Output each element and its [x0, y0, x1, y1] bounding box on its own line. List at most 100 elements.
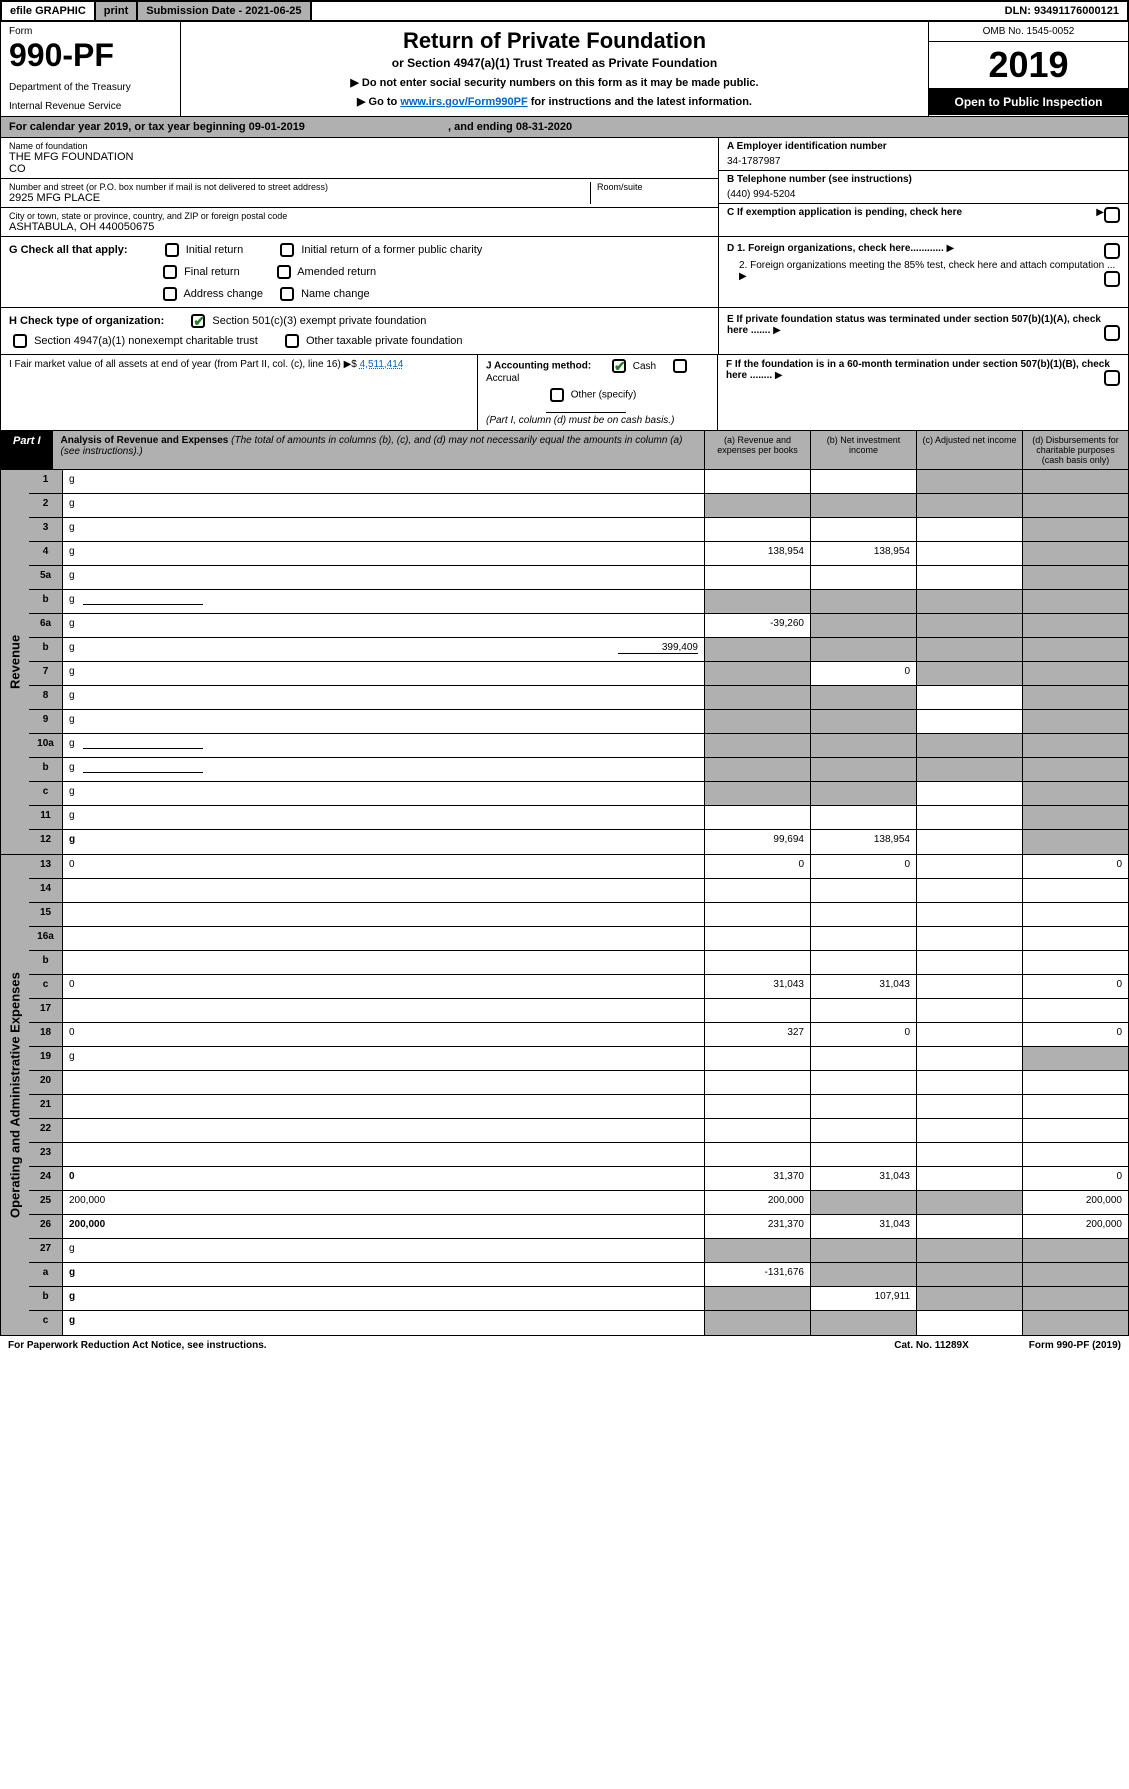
- initial-return-cb[interactable]: [165, 243, 179, 257]
- submission-date: Submission Date - 2021-06-25: [138, 2, 311, 20]
- row-desc: [63, 999, 704, 1022]
- cell-c: [916, 806, 1022, 829]
- cell-a: [704, 518, 810, 541]
- row-number: b: [29, 951, 63, 974]
- col-a-header: (a) Revenue and expenses per books: [704, 431, 810, 469]
- cell-c: [916, 1215, 1022, 1238]
- accrual-cb[interactable]: [673, 359, 687, 373]
- row-desc: g: [63, 710, 704, 733]
- row-number: 11: [29, 806, 63, 829]
- cell-c: [916, 903, 1022, 926]
- row-desc: g: [63, 1047, 704, 1070]
- 501c3-cb[interactable]: [191, 314, 205, 328]
- cell-b: [810, 614, 916, 637]
- room-label: Room/suite: [597, 182, 710, 192]
- row-desc: g: [63, 734, 704, 757]
- f-label: F If the foundation is in a 60-month ter…: [726, 359, 1110, 381]
- cell-a: [704, 710, 810, 733]
- cell-a: [704, 494, 810, 517]
- row-number: 20: [29, 1071, 63, 1094]
- cell-b: 0: [810, 855, 916, 878]
- j-note: (Part I, column (d) must be on cash basi…: [486, 415, 709, 426]
- row-number: 6a: [29, 614, 63, 637]
- name-change-cb[interactable]: [280, 287, 294, 301]
- row-desc: g: [63, 758, 704, 781]
- amended-return-cb[interactable]: [277, 265, 291, 279]
- address-change-cb[interactable]: [163, 287, 177, 301]
- cell-d: [1022, 1095, 1128, 1118]
- col-d-header: (d) Disbursements for charitable purpose…: [1022, 431, 1128, 469]
- cell-b: [810, 590, 916, 613]
- cash-cb[interactable]: [612, 359, 626, 373]
- cell-b: 0: [810, 1023, 916, 1046]
- revenue-vlabel: Revenue: [1, 470, 29, 854]
- row-desc: g399,409: [63, 638, 704, 661]
- cell-d: [1022, 494, 1128, 517]
- cell-c: [916, 927, 1022, 950]
- row-desc: g: [63, 830, 704, 854]
- expenses-grid: Operating and Administrative Expenses 13…: [0, 855, 1129, 1336]
- cell-b: [810, 470, 916, 493]
- table-row: ag-131,676: [29, 1263, 1128, 1287]
- cell-a: -131,676: [704, 1263, 810, 1286]
- irs-link[interactable]: www.irs.gov/Form990PF: [400, 96, 527, 108]
- c-checkbox[interactable]: [1104, 207, 1120, 223]
- other-taxable-cb[interactable]: [285, 334, 299, 348]
- cell-a: [704, 1071, 810, 1094]
- cell-d: [1022, 1047, 1128, 1070]
- final-return-cb[interactable]: [163, 265, 177, 279]
- print-button[interactable]: print: [96, 2, 138, 20]
- row-desc: g: [63, 686, 704, 709]
- page-footer: For Paperwork Reduction Act Notice, see …: [0, 1336, 1129, 1355]
- dept-treasury: Department of the Treasury: [9, 82, 172, 93]
- cell-c: [916, 686, 1022, 709]
- cell-d: [1022, 903, 1128, 926]
- f-checkbox[interactable]: [1104, 370, 1120, 386]
- cell-c: [916, 1047, 1022, 1070]
- cell-d: [1022, 1071, 1128, 1094]
- row-number: 16a: [29, 927, 63, 950]
- d2-checkbox[interactable]: [1104, 271, 1120, 287]
- row-number: 24: [29, 1167, 63, 1190]
- instruction-1: ▶ Do not enter social security numbers o…: [187, 76, 922, 89]
- d1-checkbox[interactable]: [1104, 243, 1120, 259]
- table-row: 8g: [29, 686, 1128, 710]
- cell-a: [704, 879, 810, 902]
- table-row: bg399,409: [29, 638, 1128, 662]
- table-row: 3g: [29, 518, 1128, 542]
- cell-b: [810, 927, 916, 950]
- other-specify-cb[interactable]: [550, 388, 564, 402]
- cell-d: [1022, 1311, 1128, 1335]
- e-label: E If private foundation status was termi…: [727, 314, 1101, 336]
- col-c-header: (c) Adjusted net income: [916, 431, 1022, 469]
- cell-b: [810, 686, 916, 709]
- j-label: J Accounting method:: [486, 361, 591, 372]
- e-checkbox[interactable]: [1104, 325, 1120, 341]
- cell-d: [1022, 518, 1128, 541]
- cell-c: [916, 1263, 1022, 1286]
- form-title: Return of Private Foundation: [187, 28, 922, 54]
- table-row: bg: [29, 590, 1128, 614]
- form-subtitle: or Section 4947(a)(1) Trust Treated as P…: [187, 56, 922, 70]
- table-row: 19g: [29, 1047, 1128, 1071]
- row-desc: g: [63, 1239, 704, 1262]
- cell-b: [810, 951, 916, 974]
- 4947a1-cb[interactable]: [13, 334, 27, 348]
- cell-c: [916, 662, 1022, 685]
- row-number: 17: [29, 999, 63, 1022]
- row-desc: 0: [63, 1167, 704, 1190]
- table-row: b: [29, 951, 1128, 975]
- row-desc: [63, 951, 704, 974]
- cell-a: [704, 638, 810, 661]
- row-number: 21: [29, 1095, 63, 1118]
- part1-header: Part I Analysis of Revenue and Expenses …: [0, 431, 1129, 470]
- row-desc: 200,000: [63, 1191, 704, 1214]
- cell-a: [704, 1119, 810, 1142]
- row-number: 25: [29, 1191, 63, 1214]
- cell-a: [704, 566, 810, 589]
- form-header: Form 990-PF Department of the Treasury I…: [0, 22, 1129, 117]
- cell-c: [916, 758, 1022, 781]
- tax-year: 2019: [929, 42, 1128, 89]
- initial-former-cb[interactable]: [280, 243, 294, 257]
- cell-c: [916, 542, 1022, 565]
